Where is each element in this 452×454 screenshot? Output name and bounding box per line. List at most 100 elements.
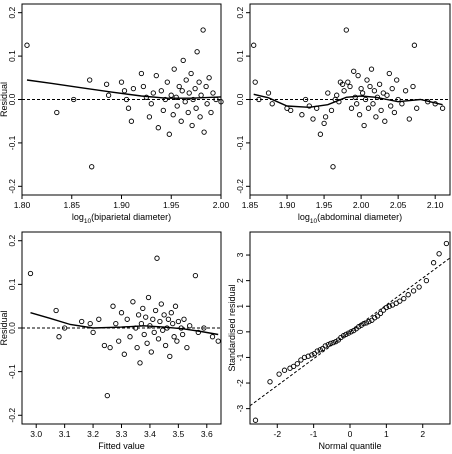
data-point [118, 310, 125, 316]
x-tick-label: 2 [420, 429, 425, 439]
data-point [155, 336, 162, 342]
data-point [206, 75, 212, 81]
data-point [348, 105, 355, 111]
data-point [137, 360, 143, 366]
data-point [158, 88, 164, 94]
data-point [116, 338, 122, 344]
data-point [165, 316, 172, 322]
data-point [269, 101, 275, 107]
data-point [397, 298, 403, 304]
data-point [386, 303, 392, 309]
data-point [439, 105, 446, 111]
data-point [89, 164, 95, 170]
data-point [314, 105, 320, 111]
data-point [361, 122, 367, 129]
data-point [148, 101, 154, 107]
x-tick-label: 1.85 [242, 200, 259, 210]
data-point [160, 327, 166, 333]
data-point [351, 68, 357, 74]
data-point [87, 320, 93, 327]
data-point [365, 105, 372, 111]
data-point [107, 344, 113, 351]
data-point [161, 312, 167, 318]
data-point [302, 96, 309, 103]
x-tick-label: 2.05 [390, 200, 407, 210]
data-point [364, 77, 370, 83]
x-tick-label: 2.00 [353, 200, 370, 210]
x-tick-label: 1.95 [163, 200, 180, 210]
x-tick-label: 1.90 [279, 200, 296, 210]
data-point [148, 349, 154, 355]
data-point [218, 99, 224, 105]
data-point [411, 42, 418, 48]
data-point [354, 101, 360, 107]
x-tick-label: 3.1 [59, 429, 71, 439]
data-point [170, 320, 176, 327]
data-point [162, 342, 169, 349]
data-point [405, 292, 411, 298]
data-point [430, 260, 437, 266]
data-point [90, 329, 96, 336]
data-point [389, 85, 395, 92]
data-point [325, 90, 331, 96]
data-point [370, 101, 376, 107]
data-point [134, 344, 140, 351]
data-point [380, 90, 386, 96]
x-axis-label-subscript: 10 [84, 218, 92, 225]
x-axis-label-log: log [72, 212, 84, 222]
data-point [87, 77, 93, 83]
data-point [103, 81, 110, 87]
data-point [311, 350, 318, 357]
data-point [443, 240, 450, 247]
data-point [265, 90, 272, 96]
data-point [299, 112, 305, 118]
data-point [330, 339, 336, 346]
data-point [143, 314, 149, 320]
data-point [171, 66, 177, 72]
data-point [341, 88, 347, 94]
data-point [168, 310, 174, 316]
data-point [382, 118, 388, 124]
data-point [328, 107, 335, 114]
y-axis-label: Standardised residual [227, 284, 237, 371]
data-point [380, 307, 387, 313]
data-point [160, 107, 166, 114]
data-point [208, 109, 214, 116]
data-point [256, 96, 262, 103]
data-point [355, 72, 361, 79]
x-axis-label-variable: (abdominal diameter) [317, 212, 402, 222]
data-point [185, 109, 191, 116]
y-tick-label: 1 [235, 304, 245, 309]
y-tick-label: -0.2 [7, 408, 17, 423]
data-point [154, 255, 160, 261]
data-point [356, 112, 363, 118]
data-point [182, 99, 188, 105]
data-point [359, 90, 366, 96]
data-point [213, 96, 219, 103]
data-point [123, 96, 130, 103]
data-point [281, 367, 288, 373]
data-point [374, 313, 381, 319]
data-point [322, 343, 328, 349]
data-point [343, 331, 349, 338]
data-point [187, 323, 193, 329]
data-point [348, 329, 354, 335]
y-tick-label: 0.0 [7, 93, 17, 105]
data-point [215, 338, 221, 344]
y-tick-label: 0.1 [7, 50, 17, 62]
x-tick-label: 3.0 [30, 429, 42, 439]
data-point [174, 103, 180, 109]
y-tick-label: 2 [235, 278, 245, 283]
data-point [200, 27, 206, 33]
data-point [110, 303, 116, 309]
x-tick-label: 3.6 [201, 429, 213, 439]
y-tick-label: -0.2 [235, 179, 245, 194]
data-point [172, 303, 179, 309]
data-point [101, 342, 108, 349]
data-point [162, 96, 168, 103]
data-point [345, 330, 352, 336]
data-point [204, 101, 210, 107]
data-point [193, 105, 199, 111]
data-point [121, 351, 127, 357]
data-point [378, 107, 384, 114]
